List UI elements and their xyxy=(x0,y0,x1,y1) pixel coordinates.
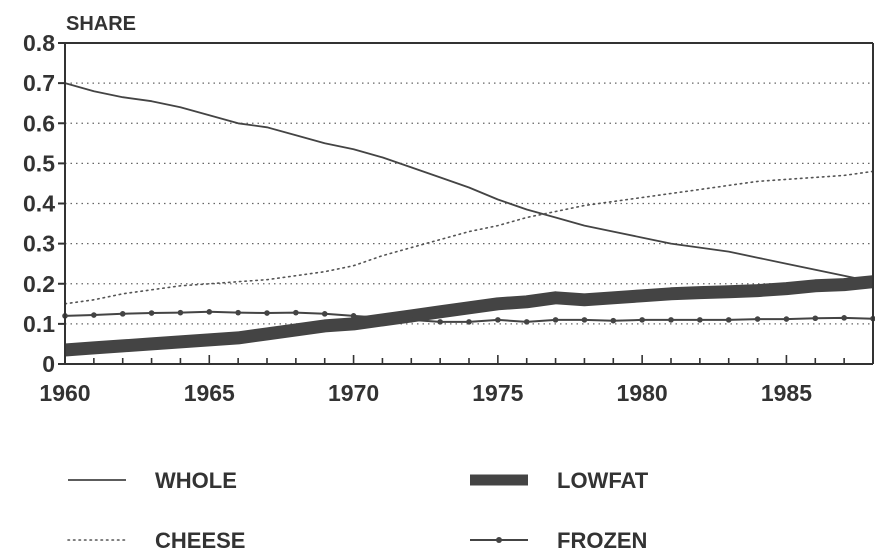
legend-label-whole: WHOLE xyxy=(155,468,237,493)
data-point-frozen xyxy=(466,319,472,325)
data-point-frozen xyxy=(350,313,357,319)
series-line-whole xyxy=(64,82,874,283)
data-point-frozen xyxy=(177,309,184,316)
data-point-frozen xyxy=(437,319,443,325)
series-line-cheese xyxy=(64,170,874,305)
data-point-frozen xyxy=(697,317,703,323)
y-axis-label: SHARE xyxy=(66,13,136,35)
data-point-frozen xyxy=(148,310,155,316)
x-tick-label: 1980 xyxy=(617,380,668,406)
y-tick-label: 0.1 xyxy=(23,311,55,337)
legend-marker-frozen xyxy=(496,537,502,543)
data-point-frozen xyxy=(610,317,617,324)
series-lines xyxy=(62,82,875,357)
data-point-frozen xyxy=(379,315,386,321)
x-tick-labels: 1960 1965 1970 1975 1980 1985 xyxy=(39,380,812,406)
legend-label-frozen: FROZEN xyxy=(557,528,647,553)
data-point-frozen xyxy=(293,309,299,316)
data-point-frozen xyxy=(725,317,732,323)
data-point-frozen xyxy=(408,317,415,323)
data-point-frozen xyxy=(639,317,645,323)
y-tick-label: 0.5 xyxy=(23,150,55,176)
data-point-frozen xyxy=(495,317,501,323)
data-point-frozen xyxy=(552,317,559,323)
data-point-frozen xyxy=(321,311,328,317)
y-tick-label: 0.2 xyxy=(23,271,55,297)
x-tick-label: 1965 xyxy=(184,380,235,406)
data-point-frozen xyxy=(841,315,847,321)
y-tick-label: 0.8 xyxy=(23,30,55,56)
y-tick-label: 0.6 xyxy=(23,110,55,136)
y-tick-label: 0.7 xyxy=(23,70,55,96)
y-tick-label: 0.4 xyxy=(23,191,55,217)
data-point-frozen xyxy=(754,316,761,322)
x-tick-label: 1985 xyxy=(761,380,812,406)
legend-label-cheese: CHEESE xyxy=(155,528,245,553)
data-point-frozen xyxy=(581,317,588,323)
x-tick-label: 1960 xyxy=(39,380,90,406)
series-line-lowfat xyxy=(64,275,874,357)
data-point-frozen xyxy=(206,309,213,315)
data-point-frozen xyxy=(235,309,241,316)
legend-label-lowfat: LOWFAT xyxy=(557,468,649,493)
x-tick-label: 1975 xyxy=(472,380,523,406)
legend: WHOLE LOWFAT CHEESE FROZEN xyxy=(67,468,649,553)
data-point-frozen xyxy=(812,315,819,322)
y-tick-label: 0.3 xyxy=(23,231,55,257)
data-point-frozen xyxy=(264,310,270,316)
x-tick-label: 1970 xyxy=(328,380,379,406)
data-point-frozen xyxy=(783,316,790,322)
data-point-frozen xyxy=(523,319,530,325)
data-point-frozen xyxy=(668,317,674,323)
data-point-frozen xyxy=(119,311,126,317)
axes xyxy=(58,42,874,365)
data-point-frozen xyxy=(91,312,97,318)
y-tick-labels: 0 0.1 0.2 0.3 0.4 0.5 0.6 0.7 0.8 xyxy=(23,30,55,377)
y-tick-label: 0 xyxy=(42,351,55,377)
